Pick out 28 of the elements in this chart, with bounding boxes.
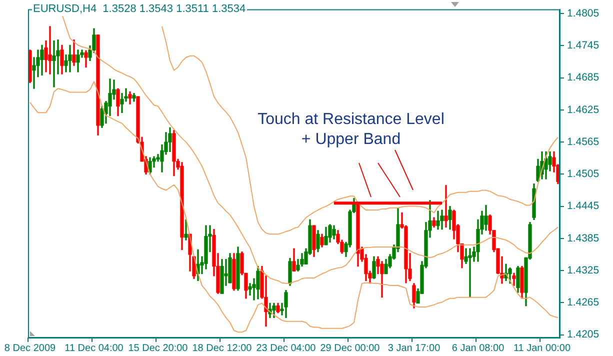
y-tick-label: 1.4805 [567, 7, 600, 20]
y-tick-label: 1.4205 [567, 328, 600, 341]
candlestick [68, 44, 72, 72]
annotation: Touch at Resistance Level + Upper Band [256, 110, 446, 150]
chart-title: EURUSD,H4 1.3528 1.3543 1.3511 1.3534 [32, 3, 247, 16]
x-tick-label: 29 Dec 00:00 [320, 342, 380, 354]
y-tick-label: 1.4685 [567, 72, 600, 84]
x-tick-label: 18 Dec 12:00 [192, 342, 252, 354]
y-tick-label: 1.4265 [567, 296, 600, 309]
candlestick [48, 26, 52, 74]
x-tick-label: 8 Dec 2009 [4, 342, 56, 354]
x-tick-label: 15 Dec 20:00 [128, 342, 188, 354]
y-tick-label: 1.4385 [567, 232, 600, 244]
candlestick [184, 219, 188, 240]
x-tick-label: 11 Dec 04:00 [64, 342, 124, 354]
x-tick-label: 23 Dec 04:00 [256, 342, 316, 354]
y-tick-label: 1.4325 [567, 264, 600, 276]
x-tick-label: 3 Jan 17:00 [388, 342, 441, 354]
y-tick-label: 1.4565 [567, 136, 600, 148]
y-tick-label: 1.4625 [567, 104, 600, 116]
x-tick-label: 11 Jan 00:00 [513, 342, 571, 354]
candlestick [444, 185, 448, 228]
y-tick-label: 1.4505 [567, 168, 600, 180]
candlestick [52, 40, 56, 88]
candlestick [468, 248, 472, 298]
x-tick-label: 6 Jan 08:00 [452, 342, 505, 354]
y-tick-label: 1.4745 [567, 40, 600, 52]
y-tick-label: 1.4445 [567, 200, 600, 212]
